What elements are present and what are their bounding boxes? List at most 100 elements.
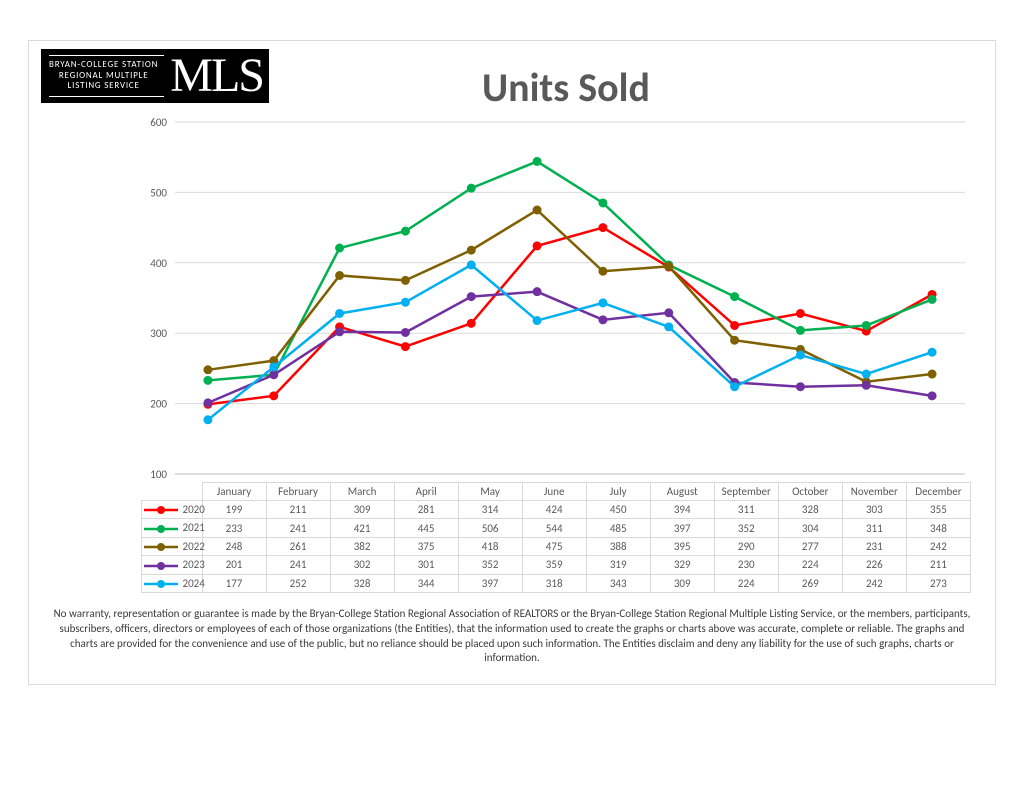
table-row: 2022248261382375418475388395290277231242 [142, 537, 971, 555]
data-cell: 475 [522, 537, 586, 555]
data-cell: 277 [778, 537, 842, 555]
data-cell: 211 [266, 501, 330, 519]
data-cell: 248 [202, 537, 266, 555]
data-cell: 418 [458, 537, 522, 555]
data-cell: 544 [522, 519, 586, 537]
data-cell: 421 [330, 519, 394, 537]
chart-block: 100200300400500600 JanuaryFebruaryMarchA… [141, 112, 971, 593]
legend-marker-2022 [142, 541, 180, 553]
data-cell: 281 [394, 501, 458, 519]
series-marker [665, 323, 673, 331]
series-line-2024 [208, 265, 932, 420]
series-marker [467, 261, 475, 269]
series-marker [467, 293, 475, 301]
series-marker [731, 383, 739, 391]
y-tick-label: 600 [150, 116, 167, 129]
series-year: 2023 [183, 558, 205, 571]
series-marker [533, 317, 541, 325]
table-row: 2020199211309281314424450394311328303355 [142, 501, 971, 519]
data-cell: 231 [842, 537, 906, 555]
y-tick-label: 400 [150, 257, 167, 270]
series-marker [270, 392, 278, 400]
series-label-cell: 2023 [142, 556, 203, 574]
data-cell: 314 [458, 501, 522, 519]
series-marker [204, 376, 212, 384]
series-marker [401, 298, 409, 306]
data-cell: 328 [778, 501, 842, 519]
data-cell: 309 [330, 501, 394, 519]
data-cell: 233 [202, 519, 266, 537]
data-cell: 328 [330, 574, 394, 592]
data-cell: 241 [266, 556, 330, 574]
series-marker [204, 416, 212, 424]
series-marker [731, 293, 739, 301]
data-cell: 397 [458, 574, 522, 592]
series-marker [731, 321, 739, 329]
data-cell: 199 [202, 501, 266, 519]
disclaimer-text: No warranty, representation or guarantee… [41, 607, 983, 666]
table-row: 2024177252328344397318343309224269242273 [142, 574, 971, 592]
series-marker [467, 319, 475, 327]
y-tick-label: 200 [150, 398, 167, 411]
data-cell: 375 [394, 537, 458, 555]
series-marker [336, 244, 344, 252]
series-marker [533, 288, 541, 296]
data-cell: 424 [522, 501, 586, 519]
y-tick-label: 100 [150, 468, 167, 481]
data-cell: 506 [458, 519, 522, 537]
data-cell: 394 [650, 501, 714, 519]
data-cell: 318 [522, 574, 586, 592]
series-marker [796, 351, 804, 359]
data-cell: 301 [394, 556, 458, 574]
series-year: 2021 [183, 521, 205, 534]
data-cell: 242 [906, 537, 970, 555]
page: BRYAN-COLLEGE STATION REGIONAL MULTIPLE … [0, 0, 1024, 791]
data-cell: 382 [330, 537, 394, 555]
month-header: September [714, 483, 778, 501]
data-cell: 352 [458, 556, 522, 574]
line-chart: 100200300400500600 [141, 112, 971, 482]
series-marker [599, 267, 607, 275]
data-cell: 450 [586, 501, 650, 519]
header-row: BRYAN-COLLEGE STATION REGIONAL MULTIPLE … [41, 49, 983, 112]
series-marker [796, 309, 804, 317]
table-corner [142, 483, 203, 501]
series-marker [796, 326, 804, 334]
mls-logo: BRYAN-COLLEGE STATION REGIONAL MULTIPLE … [41, 49, 269, 103]
data-cell: 485 [586, 519, 650, 537]
series-year: 2020 [183, 503, 205, 516]
series-marker [204, 399, 212, 407]
data-cell: 397 [650, 519, 714, 537]
series-label-cell: 2020 [142, 501, 203, 519]
series-marker [533, 206, 541, 214]
data-cell: 304 [778, 519, 842, 537]
data-cell: 252 [266, 574, 330, 592]
month-header: December [906, 483, 970, 501]
chart-title: Units Sold [269, 63, 983, 112]
series-marker [599, 199, 607, 207]
logo-line-3: LISTING SERVICE [49, 81, 158, 91]
series-marker [336, 328, 344, 336]
series-marker [401, 328, 409, 336]
series-marker [862, 321, 870, 329]
month-header: February [266, 483, 330, 501]
data-cell: 359 [522, 556, 586, 574]
data-cell: 242 [842, 574, 906, 592]
data-cell: 311 [714, 501, 778, 519]
y-tick-label: 300 [150, 327, 167, 340]
data-cell: 329 [650, 556, 714, 574]
series-marker [928, 348, 936, 356]
data-cell: 269 [778, 574, 842, 592]
data-cell: 211 [906, 556, 970, 574]
series-marker [467, 246, 475, 254]
series-marker [665, 309, 673, 317]
data-cell: 261 [266, 537, 330, 555]
data-cell: 230 [714, 556, 778, 574]
data-cell: 226 [842, 556, 906, 574]
series-label-cell: 2021 [142, 519, 203, 537]
data-cell: 241 [266, 519, 330, 537]
month-header: July [586, 483, 650, 501]
legend-marker-2020 [142, 504, 180, 516]
series-marker [928, 370, 936, 378]
data-cell: 395 [650, 537, 714, 555]
